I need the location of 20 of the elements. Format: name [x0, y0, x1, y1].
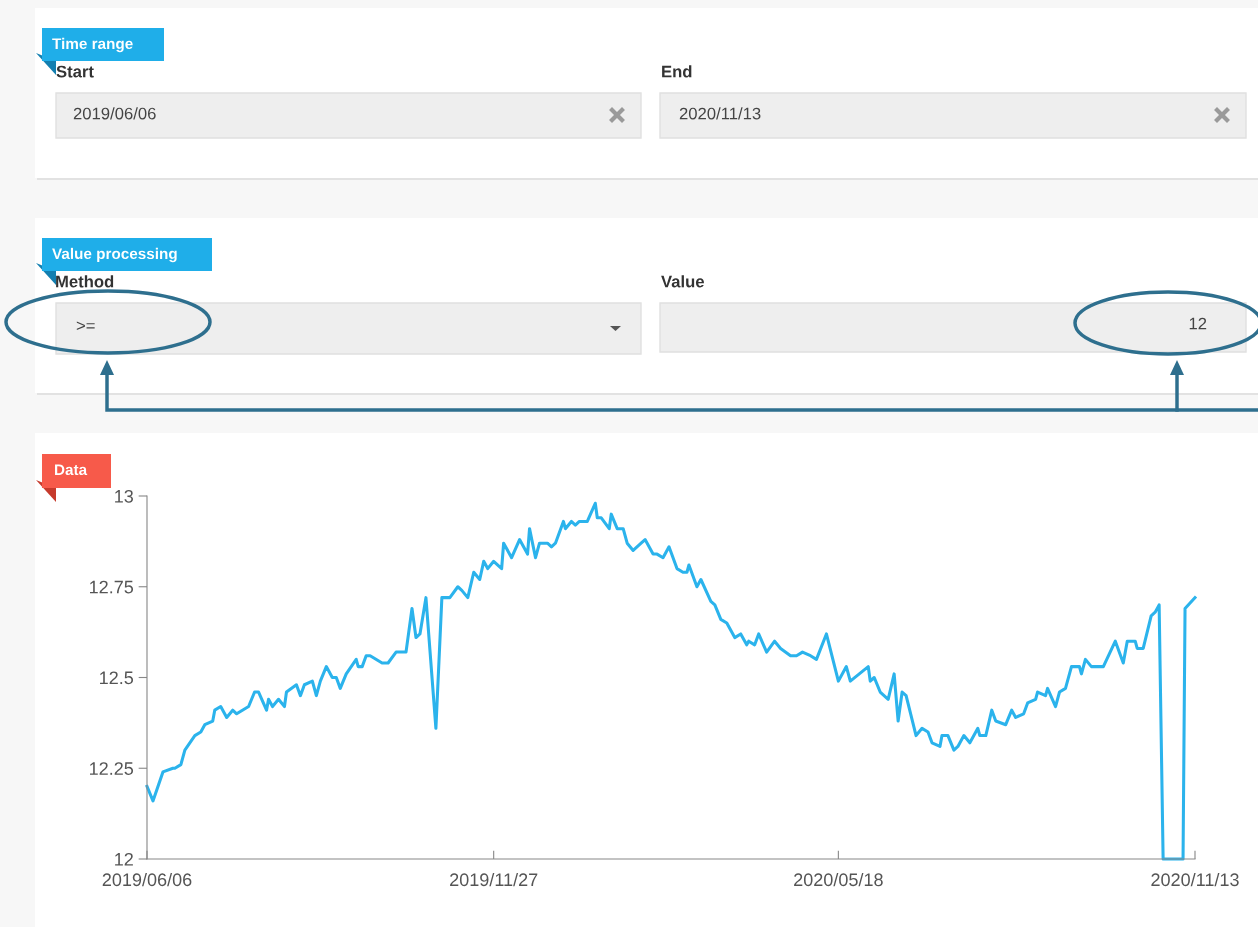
text: 12 — [1189, 317, 1207, 330]
x-tick-label: 2020/05/18 — [794, 872, 883, 887]
chart-title: Data — [55, 464, 88, 476]
x-tick-label: 2019/06/06 — [102, 872, 192, 887]
text: Value processing — [52, 247, 177, 263]
x-tick-label: 2020/11/13 — [1151, 872, 1239, 887]
y-tick-label: 12.5 — [100, 671, 134, 685]
text: 2020/11/13 — [679, 107, 761, 120]
y-tick-label: 12 — [115, 852, 133, 866]
y-tick-label: 12.75 — [90, 580, 134, 594]
y-tick-label: 12.25 — [90, 762, 134, 775]
text: Method — [56, 275, 114, 288]
text: >= — [76, 321, 95, 331]
y-tick-label: 13 — [115, 489, 134, 503]
text: 2019/06/06 — [73, 107, 156, 120]
text: Time range — [52, 37, 133, 53]
text: Start — [56, 65, 94, 78]
text: Value — [661, 275, 704, 288]
text: End — [662, 65, 692, 78]
x-tick-label: 2019/11/27 — [450, 872, 538, 887]
